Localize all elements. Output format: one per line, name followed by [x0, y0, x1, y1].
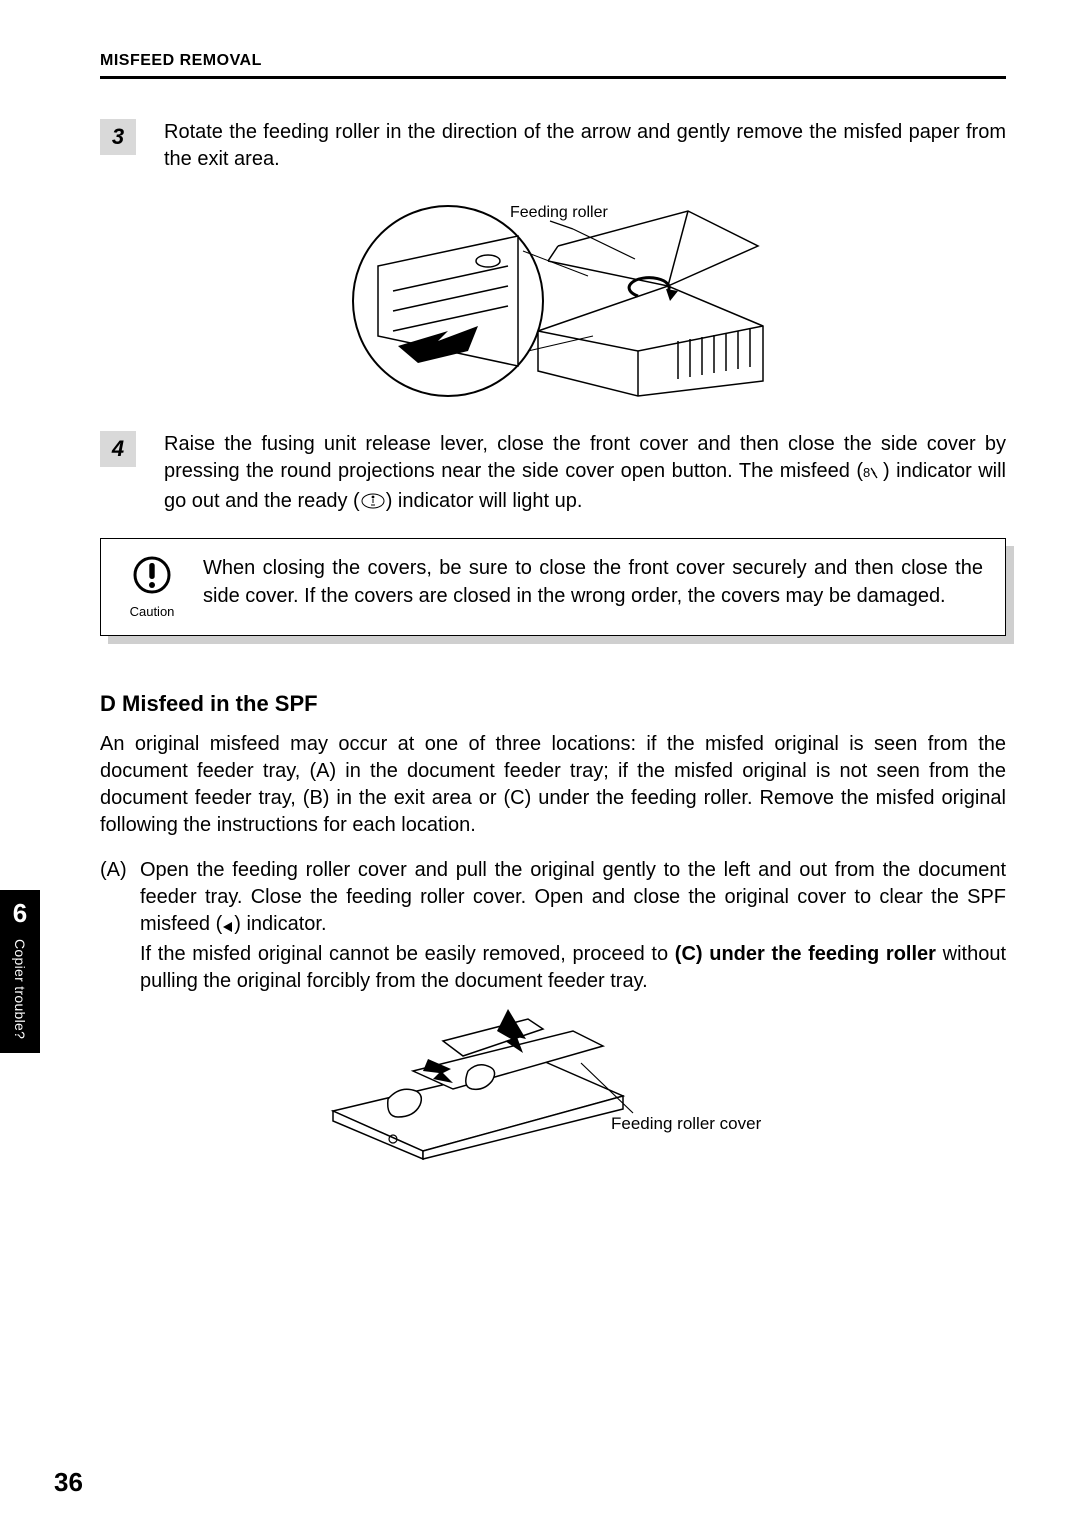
- figure1-label: Feeding roller: [510, 204, 609, 221]
- chapter-tab: 6 Copier trouble?: [0, 890, 40, 1053]
- list-item-a-body: Open the feeding roller cover and pull t…: [140, 857, 1006, 995]
- figure-roller-cover: Feeding roller cover: [100, 1001, 1006, 1161]
- step4-text-c: ) indicator will light up.: [386, 490, 583, 512]
- step-4: 4 Raise the fusing unit release lever, c…: [100, 431, 1006, 518]
- header-rule: [100, 76, 1006, 79]
- header-title: MISFEED REMOVAL: [100, 52, 1006, 70]
- list-item-a: (A) Open the feeding roller cover and pu…: [100, 857, 1006, 995]
- svg-text:8: 8: [863, 465, 870, 480]
- step-4-text: Raise the fusing unit release lever, clo…: [164, 431, 1006, 518]
- step-4-number: 4: [100, 431, 136, 467]
- misfeed-icon: 8: [863, 461, 883, 488]
- ready-icon: [360, 491, 386, 518]
- chapter-label: Copier trouble?: [12, 939, 28, 1039]
- roller-cover-illustration: Feeding roller cover: [293, 1001, 813, 1161]
- figure2-label: Feeding roller cover: [611, 1114, 762, 1133]
- caution-text: When closing the covers, be sure to clos…: [203, 555, 983, 610]
- step-3-number: 3: [100, 119, 136, 155]
- caution-box: Caution When closing the covers, be sure…: [100, 538, 1006, 636]
- feeding-roller-illustration: Feeding roller: [338, 191, 768, 401]
- caution-label: Caution: [119, 604, 185, 619]
- figure-feeding-roller: Feeding roller: [100, 191, 1006, 401]
- step-3: 3 Rotate the feeding roller in the direc…: [100, 119, 1006, 173]
- left-triangle-icon: [222, 914, 234, 941]
- chapter-number: 6: [0, 898, 40, 929]
- caution-icon-wrap: Caution: [119, 555, 185, 619]
- section-d-intro: An original misfeed may occur at one of …: [100, 731, 1006, 839]
- itemA-p1-b: ) indicator.: [234, 913, 326, 935]
- page: MISFEED REMOVAL 3 Rotate the feeding rol…: [0, 0, 1080, 1526]
- section-d-heading: D Misfeed in the SPF: [100, 691, 1006, 717]
- caution-inner: Caution When closing the covers, be sure…: [100, 538, 1006, 636]
- caution-icon: [132, 555, 172, 595]
- list-item-a-label: (A): [100, 857, 140, 995]
- step-3-text: Rotate the feeding roller in the directi…: [164, 119, 1006, 173]
- itemA-p2-a: If the misfed original cannot be easily …: [140, 943, 675, 965]
- itemA-p2-bold: (C) under the feeding roller: [675, 943, 936, 965]
- page-number: 36: [54, 1467, 83, 1498]
